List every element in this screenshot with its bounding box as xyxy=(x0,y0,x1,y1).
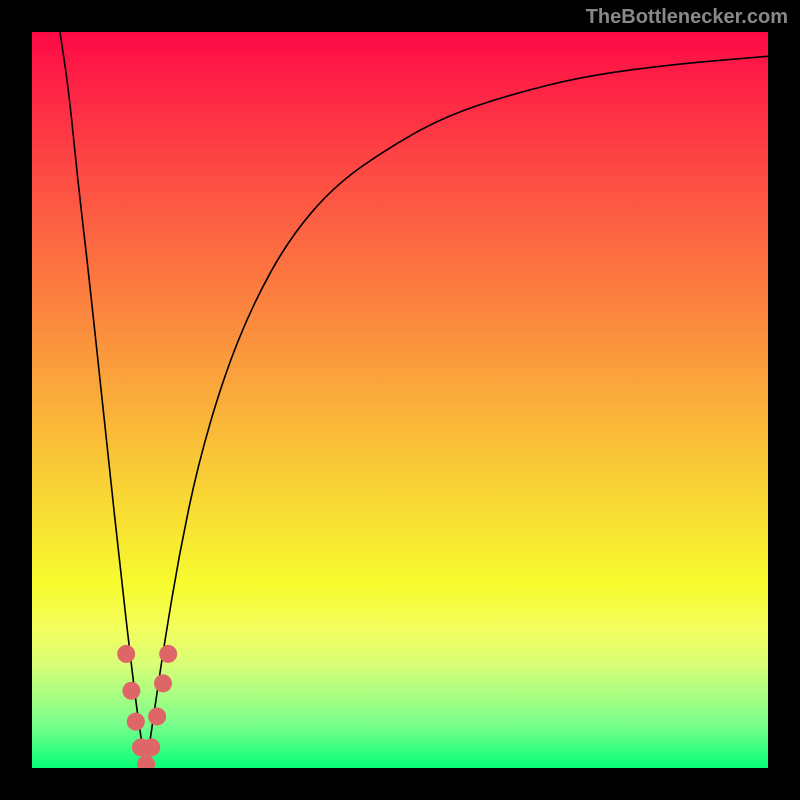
marker-point xyxy=(154,674,172,692)
marker-point xyxy=(137,755,155,768)
chart-container: TheBottlenecker.com xyxy=(0,0,800,800)
marker-point xyxy=(127,713,145,731)
marker-point xyxy=(122,682,140,700)
marker-point xyxy=(142,738,160,756)
marker-point xyxy=(117,645,135,663)
curve-overlay xyxy=(32,32,768,768)
watermark-text: TheBottlenecker.com xyxy=(586,6,788,29)
marker-point xyxy=(148,707,166,725)
marker-point xyxy=(159,645,177,663)
right-curve xyxy=(146,56,768,768)
plot-area xyxy=(32,32,768,768)
